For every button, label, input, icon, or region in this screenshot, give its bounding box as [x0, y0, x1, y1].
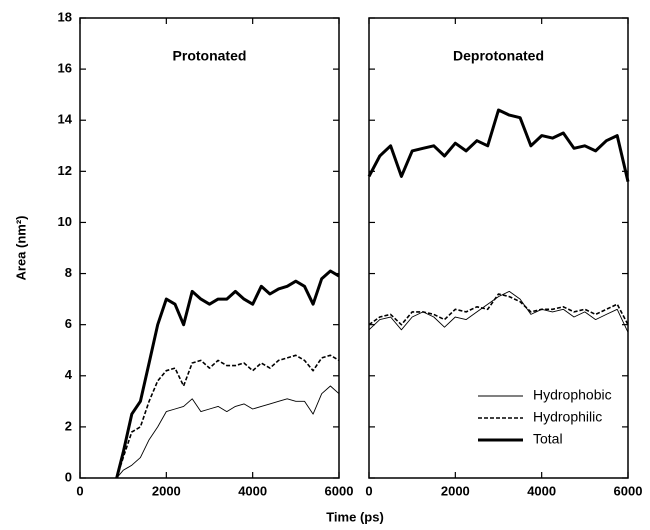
series-line: [116, 385, 340, 479]
y-tick-label: 18: [58, 9, 72, 24]
y-tick-label: 6: [65, 316, 72, 331]
plot-frame: [79, 17, 340, 479]
y-tick-label: 4: [65, 367, 73, 382]
y-tick-label: 10: [58, 214, 72, 229]
panel-title: Protonated: [173, 48, 247, 64]
x-tick-label: 2000: [152, 483, 181, 498]
x-tick-label: 0: [76, 483, 83, 498]
x-tick-label: 6000: [325, 483, 354, 498]
x-axis-label: Time (ps): [326, 509, 384, 524]
y-tick-label: 2: [65, 418, 72, 433]
y-tick-label: 14: [58, 112, 73, 127]
plot-frame: [368, 17, 629, 479]
legend-label: Total: [533, 431, 563, 447]
x-tick-label: 0: [365, 483, 372, 498]
legend-label: Hydrophobic: [533, 387, 612, 403]
y-tick-label: 12: [58, 163, 72, 178]
x-tick-label: 4000: [238, 483, 267, 498]
y-tick-label: 16: [58, 61, 72, 76]
series-line: [367, 108, 630, 182]
y-axis-label: Area (nm²): [13, 215, 28, 280]
series-line: [368, 293, 629, 326]
y-tick-label: 8: [65, 265, 72, 280]
legend-label: Hydrophilic: [533, 409, 602, 425]
x-tick-label: 6000: [614, 483, 643, 498]
x-tick-label: 2000: [441, 483, 470, 498]
x-tick-label: 4000: [527, 483, 556, 498]
series-line: [368, 290, 629, 333]
panel-title: Deprotonated: [453, 48, 544, 64]
y-tick-label: 0: [65, 469, 72, 484]
series-line: [115, 354, 340, 479]
series-line: [115, 269, 340, 479]
